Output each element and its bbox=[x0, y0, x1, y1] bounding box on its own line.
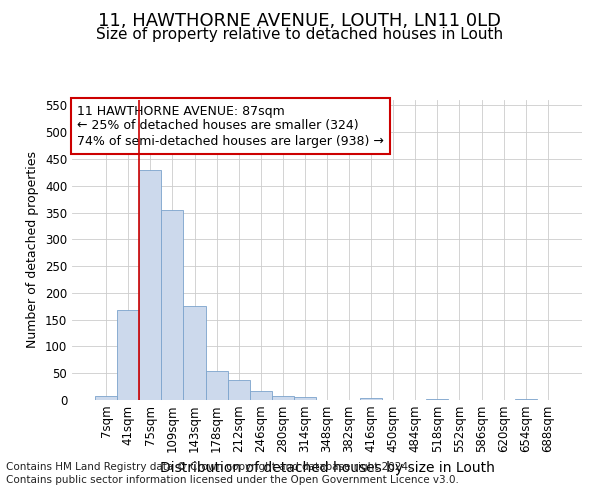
Bar bbox=[139, 170, 161, 400]
Bar bbox=[250, 391, 272, 400]
Bar bbox=[161, 210, 184, 400]
Bar bbox=[427, 399, 448, 400]
Y-axis label: Number of detached properties: Number of detached properties bbox=[26, 152, 40, 348]
Bar bbox=[360, 398, 382, 400]
Bar bbox=[227, 380, 250, 400]
Bar bbox=[294, 398, 316, 400]
X-axis label: Distribution of detached houses by size in Louth: Distribution of detached houses by size … bbox=[160, 461, 494, 475]
Text: 11 HAWTHORNE AVENUE: 87sqm
← 25% of detached houses are smaller (324)
74% of sem: 11 HAWTHORNE AVENUE: 87sqm ← 25% of deta… bbox=[77, 104, 384, 148]
Text: 11, HAWTHORNE AVENUE, LOUTH, LN11 0LD: 11, HAWTHORNE AVENUE, LOUTH, LN11 0LD bbox=[98, 12, 502, 30]
Bar bbox=[184, 306, 206, 400]
Text: Contains public sector information licensed under the Open Government Licence v3: Contains public sector information licen… bbox=[6, 475, 459, 485]
Bar bbox=[117, 310, 139, 400]
Bar bbox=[515, 399, 537, 400]
Bar bbox=[272, 396, 294, 400]
Bar bbox=[206, 370, 227, 400]
Bar bbox=[95, 396, 117, 400]
Text: Contains HM Land Registry data © Crown copyright and database right 2024.: Contains HM Land Registry data © Crown c… bbox=[6, 462, 412, 472]
Text: Size of property relative to detached houses in Louth: Size of property relative to detached ho… bbox=[97, 28, 503, 42]
